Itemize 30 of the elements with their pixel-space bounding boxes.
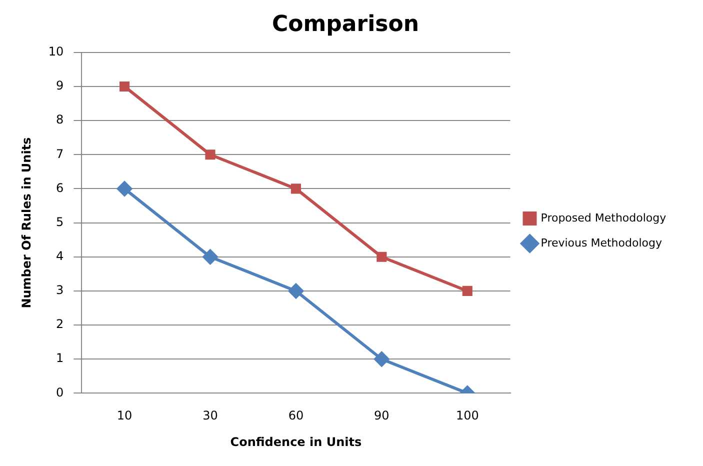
point	[462, 286, 472, 296]
legend-label: Previous Methodology	[540, 236, 662, 250]
point	[117, 181, 132, 196]
y-tick-label: 6	[56, 180, 64, 195]
y-tick-label: 4	[56, 249, 64, 264]
point	[119, 81, 130, 92]
y-tick-label: 0	[56, 385, 64, 400]
point	[202, 249, 218, 264]
x-axis-title: Confidence in Units	[230, 434, 362, 449]
y-tick-label: 10	[48, 44, 64, 59]
x-tick-label: 100	[456, 408, 479, 423]
y-axis-title: Number Of Rules in Units	[19, 137, 34, 308]
y-tick-label: 1	[56, 351, 64, 366]
x-tick-label: 10	[116, 408, 132, 423]
y-tick-label: 2	[56, 317, 64, 332]
legend-label: Proposed Methodology	[540, 211, 667, 224]
point	[374, 352, 390, 367]
point	[205, 150, 216, 160]
point	[288, 283, 304, 298]
point	[376, 252, 387, 262]
y-tick-label: 5	[56, 214, 64, 229]
chart-title: Comparison	[272, 12, 420, 37]
y-tick-label: 8	[56, 112, 64, 127]
y-tick-label: 3	[56, 283, 64, 298]
x-tick-label: 30	[202, 408, 218, 423]
y-tick-label: 9	[56, 78, 64, 93]
point	[290, 184, 301, 194]
x-tick-label: 60	[288, 408, 304, 423]
y-tick-label: 7	[56, 146, 64, 161]
x-tick-label: 90	[374, 408, 390, 423]
